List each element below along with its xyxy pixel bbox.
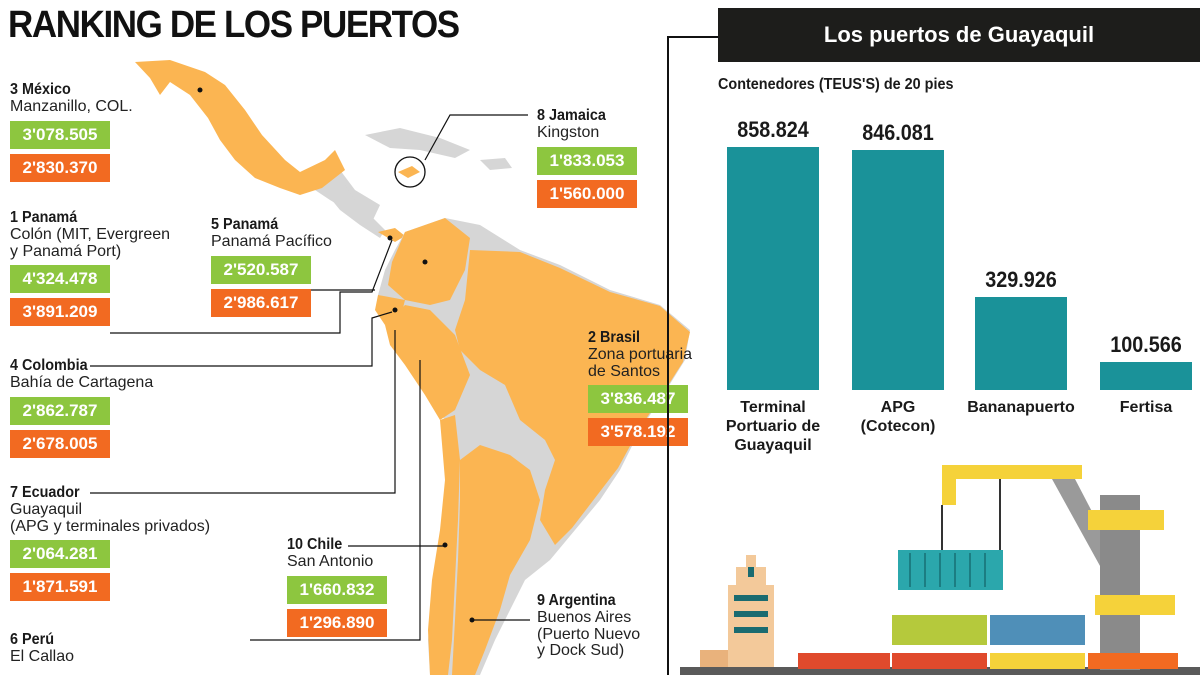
port-brasil: 2 Brasil Zona portuaria de Santos 3'836.… <box>588 329 693 447</box>
port-jamaica: 8 Jamaica Kingston 1'833.053 1'560.000 <box>537 107 637 208</box>
port-panama-1: 1 Panamá Colón (MIT, Evergreen y Panamá … <box>10 209 171 327</box>
value-orange: 2'678.005 <box>10 429 110 458</box>
port-location: Panamá Pacífico <box>211 232 332 250</box>
bar-category-label-2: Bananapuerto <box>951 398 1091 417</box>
category-line: Terminal <box>740 399 806 416</box>
colombia-shape <box>388 218 470 305</box>
port-name: 10 Chile <box>287 536 343 553</box>
category-line: Portuario de <box>725 418 821 436</box>
port-name: 2 Brasil <box>588 329 641 346</box>
value-green: 2'064.281 <box>10 540 110 569</box>
peru-shape <box>385 305 470 420</box>
category-line: (Cotecon) <box>860 418 936 436</box>
port-name: 4 Colombia <box>10 357 88 374</box>
argentina-shape <box>452 445 540 675</box>
port-location: Buenos Aires <box>537 608 632 626</box>
value-green: 1'833.053 <box>537 146 637 175</box>
page-title: RANKING DE LOS PUERTOS <box>8 4 460 46</box>
bar-2 <box>975 296 1067 390</box>
port-location: Manzanillo, COL. <box>10 97 133 115</box>
port-location: Colón (MIT, Evergreen <box>10 225 171 243</box>
bar-3 <box>1100 361 1192 390</box>
value-orange: 1'871.591 <box>10 573 110 602</box>
caribbean-islands <box>365 128 470 158</box>
category-line: Guayaquil <box>734 437 812 455</box>
port-name: 9 Argentina <box>537 592 616 609</box>
port-location: El Callao <box>10 647 75 665</box>
value-orange: 3'891.209 <box>10 298 110 327</box>
port-location: Kingston <box>537 123 600 141</box>
bar-0 <box>727 146 819 390</box>
value-orange: 2'830.370 <box>10 153 110 182</box>
value-orange: 3'578.192 <box>588 418 688 447</box>
bar-value-label-3: 100.566 <box>1110 331 1182 357</box>
value-green: 4'324.478 <box>10 265 110 294</box>
value-orange: 2'986.617 <box>211 288 311 317</box>
panel-subtitle: Contenedores (TEUS'S) de 20 pies <box>718 76 954 93</box>
panel-title: Los puertos de Guayaquil <box>718 8 1200 62</box>
port-location: Guayaquil <box>10 500 83 518</box>
port-location: Zona portuaria <box>588 345 693 363</box>
value-orange: 1'560.000 <box>537 179 637 208</box>
port-name: 5 Panamá <box>211 216 279 233</box>
port-illustration <box>680 465 1200 675</box>
value-green: 3'078.505 <box>10 120 110 149</box>
port-name: 7 Ecuador <box>10 484 80 501</box>
panel-frame-top <box>667 36 719 38</box>
port-location-2: de Santos <box>588 362 661 380</box>
port-argentina: 9 Argentina Buenos Aires (Puerto Nuevo y… <box>537 592 641 660</box>
bar-value-label-1: 846.081 <box>862 120 934 146</box>
bar-category-label-0: Terminal Portuario de Guayaquil <box>703 398 843 456</box>
category-line: Fertisa <box>1119 399 1173 416</box>
value-green: 2'520.587 <box>211 255 311 284</box>
map <box>90 60 690 675</box>
port-chile: 10 Chile San Antonio 1'660.832 1'296.890 <box>287 536 387 637</box>
value-green: 3'836.487 <box>588 385 688 414</box>
port-location-2: (APG y terminales privados) <box>10 517 211 535</box>
bar-value-label-0: 858.824 <box>737 116 809 142</box>
port-location-2: (Puerto Nuevo <box>537 625 641 643</box>
panel-frame-left <box>667 36 669 675</box>
value-green: 1'660.832 <box>287 575 387 604</box>
bar-value-label-2: 329.926 <box>985 266 1057 292</box>
port-peru: 6 Perú El Callao <box>10 631 75 666</box>
category-line: APG <box>880 399 916 416</box>
port-ecuador: 7 Ecuador Guayaquil (APG y terminales pr… <box>10 484 211 602</box>
port-location-2: y Panamá Port) <box>10 242 122 260</box>
port-name: 3 México <box>10 81 71 98</box>
port-mexico: 3 México Manzanillo, COL. 3'078.505 2'83… <box>10 81 133 182</box>
value-green: 2'862.787 <box>10 396 110 425</box>
bar-chart: 858.824 Terminal Portuario de Guayaquil 846.… <box>700 90 1200 470</box>
port-location: San Antonio <box>287 552 374 570</box>
port-name: 6 Perú <box>10 631 55 648</box>
mexico-shape <box>135 60 345 195</box>
value-orange: 1'296.890 <box>287 608 387 637</box>
port-location-3: y Dock Sud) <box>537 642 625 660</box>
bar-1 <box>852 150 944 390</box>
port-name: 1 Panamá <box>10 209 78 226</box>
port-colombia: 4 Colombia Bahía de Cartagena 2'862.787 … <box>10 357 154 458</box>
category-line: Bananapuerto <box>967 399 1075 416</box>
port-panama-5: 5 Panamá Panamá Pacífico 2'520.587 2'986… <box>211 216 332 317</box>
port-location: Bahía de Cartagena <box>10 373 154 391</box>
bar-category-label-3: Fertisa <box>1076 398 1200 417</box>
port-name: 8 Jamaica <box>537 107 606 124</box>
brasil-shape <box>455 250 690 545</box>
bar-category-label-1: APG (Cotecon) <box>828 398 968 436</box>
